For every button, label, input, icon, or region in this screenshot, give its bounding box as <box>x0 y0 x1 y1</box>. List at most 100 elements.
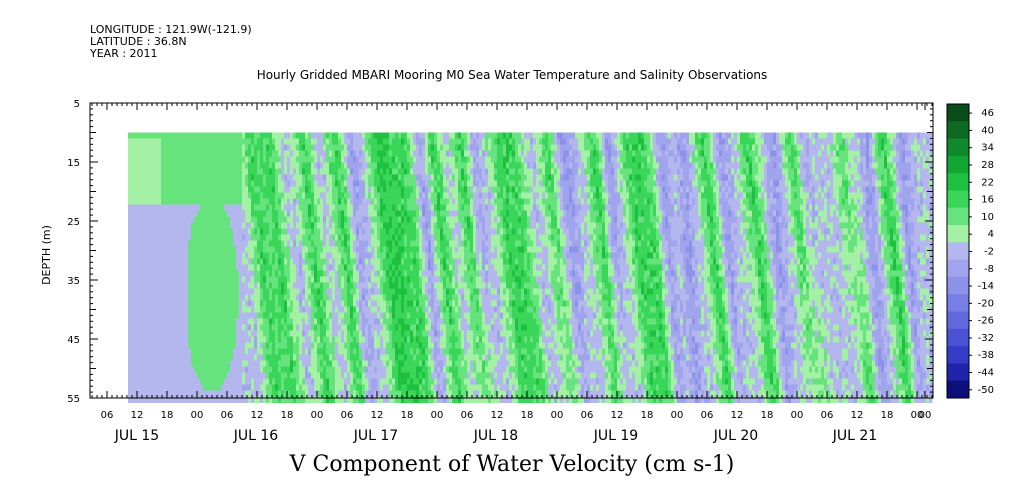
heatmap-cell <box>323 288 327 295</box>
heatmap-cell <box>263 384 267 391</box>
heatmap-cell <box>434 228 438 235</box>
heatmap-cell <box>182 228 186 235</box>
heatmap-cell <box>182 168 186 175</box>
heatmap-cell <box>242 318 246 325</box>
heatmap-cell <box>254 366 258 373</box>
heatmap-cell <box>290 378 294 385</box>
heatmap-cell <box>245 234 249 241</box>
heatmap-cell <box>359 150 363 157</box>
heatmap-cell <box>287 192 291 199</box>
heatmap-cell <box>386 258 390 265</box>
heatmap-cell <box>191 360 195 367</box>
heatmap-cell <box>221 216 225 223</box>
heatmap-cell <box>398 372 402 379</box>
heatmap-cell <box>350 294 354 301</box>
heatmap-cell <box>383 366 387 373</box>
heatmap-cell <box>296 228 300 235</box>
heatmap-cell <box>413 318 417 325</box>
heatmap-cell <box>182 372 186 379</box>
heatmap-cell <box>416 378 420 385</box>
heatmap-cell <box>335 282 339 289</box>
heatmap-cell <box>338 396 342 403</box>
heatmap-cell <box>347 300 351 307</box>
heatmap-cell <box>143 174 147 181</box>
heatmap-cell <box>281 168 285 175</box>
heatmap-cell <box>266 306 270 313</box>
heatmap-cell <box>263 168 267 175</box>
heatmap-cell <box>362 240 366 247</box>
heatmap-cell <box>221 132 225 139</box>
heatmap-cell <box>458 258 462 265</box>
heatmap-cell <box>251 372 255 379</box>
heatmap-cell <box>308 372 312 379</box>
heatmap-cell <box>398 318 402 325</box>
heatmap-cell <box>458 186 462 193</box>
heatmap-cell <box>419 312 423 319</box>
heatmap-cell <box>341 234 345 241</box>
heatmap-cell <box>320 192 324 199</box>
heatmap-cell <box>272 174 276 181</box>
heatmap-cell <box>449 204 453 211</box>
heatmap-cell <box>395 162 399 169</box>
heatmap-cell <box>185 132 189 139</box>
heatmap-cell <box>278 330 282 337</box>
heatmap-cell <box>245 216 249 223</box>
heatmap-cell <box>221 324 225 331</box>
heatmap-cell <box>194 240 198 247</box>
heatmap-cell <box>404 372 408 379</box>
heatmap-cell <box>254 192 258 199</box>
heatmap-cell <box>176 252 180 259</box>
heatmap-cell <box>311 396 315 403</box>
heatmap-cell <box>347 228 351 235</box>
heatmap-cell <box>350 186 354 193</box>
heatmap-cell <box>146 300 150 307</box>
heatmap-cell <box>209 156 213 163</box>
heatmap-cell <box>164 174 168 181</box>
heatmap-cell <box>134 324 138 331</box>
heatmap-cell <box>311 144 315 151</box>
heatmap-cell <box>320 366 324 373</box>
heatmap-cell <box>149 234 153 241</box>
heatmap-cell <box>227 294 231 301</box>
heatmap-cell <box>365 156 369 163</box>
heatmap-cell <box>215 156 219 163</box>
heatmap-cell <box>425 342 429 349</box>
heatmap-cell <box>314 372 318 379</box>
heatmap-cell <box>353 288 357 295</box>
heatmap-cell <box>224 336 228 343</box>
heatmap-cell <box>218 138 222 145</box>
heatmap-cell <box>434 282 438 289</box>
heatmap-cell <box>143 288 147 295</box>
heatmap-cell <box>440 252 444 259</box>
heatmap-cell <box>362 234 366 241</box>
heatmap-cell <box>422 342 426 349</box>
heatmap-cell <box>173 234 177 241</box>
heatmap-cell <box>191 228 195 235</box>
heatmap-cell <box>224 366 228 373</box>
heatmap-cell <box>290 186 294 193</box>
heatmap-cell <box>401 210 405 217</box>
heatmap-cell <box>398 324 402 331</box>
heatmap-cell <box>203 366 207 373</box>
heatmap-cell <box>362 270 366 277</box>
heatmap-cell <box>392 384 396 391</box>
heatmap-cell <box>179 300 183 307</box>
heatmap-cell <box>350 138 354 145</box>
heatmap-cell <box>134 150 138 157</box>
heatmap-cell <box>299 138 303 145</box>
heatmap-cell <box>317 186 321 193</box>
heatmap-cell <box>344 168 348 175</box>
heatmap-cell <box>416 396 420 403</box>
heatmap-cell <box>329 228 333 235</box>
heatmap-cell <box>362 318 366 325</box>
heatmap-cell <box>194 246 198 253</box>
heatmap-cell <box>140 282 144 289</box>
heatmap-cell <box>242 396 246 403</box>
heatmap-cell <box>458 246 462 253</box>
heatmap-cell <box>446 300 450 307</box>
heatmap-cell <box>449 246 453 253</box>
heatmap-cell <box>134 222 138 229</box>
heatmap-cell <box>362 264 366 271</box>
heatmap-cell <box>359 168 363 175</box>
heatmap-cell <box>245 396 249 403</box>
